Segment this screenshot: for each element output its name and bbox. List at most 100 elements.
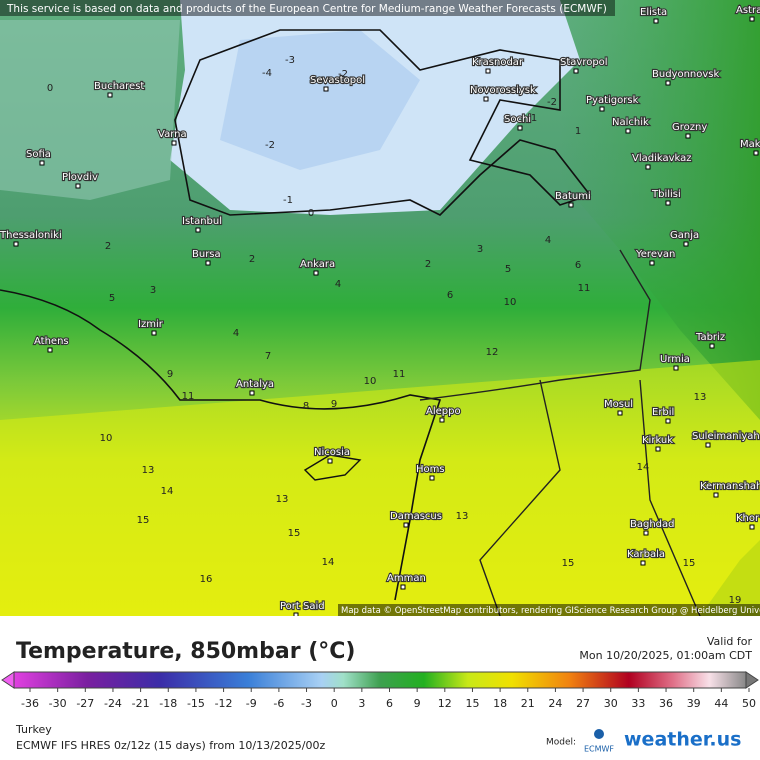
contour-label: 11 <box>578 283 591 294</box>
city-label: Homs <box>416 464 445 475</box>
city-dot <box>649 260 655 266</box>
hot-corner <box>700 540 760 616</box>
city-dot <box>685 133 691 139</box>
colorbar-tick-label: 21 <box>521 697 535 710</box>
city-dot <box>640 560 646 566</box>
city-dot <box>573 68 579 74</box>
city-dot <box>568 202 574 208</box>
contour-label: 13 <box>142 465 155 476</box>
colorbar-tick-label: 33 <box>631 697 645 710</box>
city-label: Aleppo <box>426 406 461 417</box>
city-label: Makhach <box>740 139 760 150</box>
city-dot <box>753 150 759 156</box>
colorbar-min-arrow <box>1 671 15 689</box>
colorbar-tick-label: -27 <box>76 697 94 710</box>
city-dot <box>323 86 329 92</box>
city-dot <box>665 418 671 424</box>
colorbar-tick-label: 30 <box>604 697 618 710</box>
contour-label: 13 <box>276 494 289 505</box>
city-label: Sevastopol <box>310 75 365 86</box>
contour-label: 10 <box>100 433 113 444</box>
contour-label: 14 <box>161 486 174 497</box>
contour-label: 0 <box>308 208 314 219</box>
city-dot <box>645 164 651 170</box>
city-dot <box>429 475 435 481</box>
colorbar <box>13 671 747 689</box>
borders <box>419 249 701 616</box>
colorbar-tick-label: 12 <box>438 697 452 710</box>
contour-label: 2 <box>105 241 111 252</box>
city-label: Kermanshah <box>700 481 760 492</box>
city-dot <box>439 417 445 423</box>
city-label: Bursa <box>192 249 221 260</box>
city-label: Ankara <box>300 259 335 270</box>
city-label: Tbilisi <box>651 189 681 200</box>
black-sea-coast <box>174 29 592 216</box>
colorbar-max-arrow <box>745 671 759 689</box>
colorbar-tick-label: -36 <box>21 697 39 710</box>
colorbar-tick-label: 36 <box>659 697 673 710</box>
city-label: Khor <box>736 513 760 524</box>
contour-label: 15 <box>137 515 150 526</box>
city-label: Ganja <box>670 230 699 241</box>
city-dot <box>39 160 45 166</box>
city-dot <box>483 96 489 102</box>
city-dot <box>195 227 201 233</box>
contour-label: 13 <box>456 511 469 522</box>
contour-label: -2 <box>338 69 348 80</box>
city-label: Izmir <box>138 319 164 330</box>
colorbar-tick-label: 44 <box>714 697 728 710</box>
contour-label: 3 <box>150 285 156 296</box>
contour-label: -2 <box>265 140 275 151</box>
city-label: Grozny <box>672 122 707 133</box>
city-dot <box>151 330 157 336</box>
contour-label: 4 <box>545 235 551 246</box>
city-label: Tabriz <box>695 332 725 343</box>
city-label: Damascus <box>390 511 442 522</box>
contour-label: 13 <box>694 392 707 403</box>
contour-label: 4 <box>335 279 341 290</box>
city-dot <box>673 365 679 371</box>
colorbar-tick-label: 39 <box>687 697 701 710</box>
contour-label: 15 <box>288 528 301 539</box>
map-attribution: Map data © OpenStreetMap contributors, r… <box>341 606 760 616</box>
warm-east <box>560 0 760 420</box>
city-label: Vladikavkaz <box>632 153 692 164</box>
city-dot <box>625 128 631 134</box>
top-banner <box>0 0 615 16</box>
brand: weather.us <box>624 729 741 751</box>
contour-label: -4 <box>262 68 272 79</box>
city-label: Suleimaniyah <box>692 431 760 442</box>
contour-label: 19 <box>729 595 742 606</box>
region: Turkey <box>15 723 52 736</box>
contour-label: 14 <box>637 462 650 473</box>
colorbar-tick-label: -6 <box>273 697 284 710</box>
city-label: Batumi <box>555 191 591 202</box>
contour-label: 2 <box>249 254 255 265</box>
colorbar-tick-label: -24 <box>104 697 122 710</box>
city-dot <box>75 183 81 189</box>
contour-label: 16 <box>200 574 213 585</box>
city-label: Sochi <box>504 114 531 125</box>
contour-label: -3 <box>285 55 295 66</box>
colorbar-tick-label: -21 <box>132 697 150 710</box>
city-dot <box>313 270 319 276</box>
contour-label: 1 <box>531 113 537 124</box>
city-label: Plovdiv <box>62 172 98 183</box>
city-dot <box>749 16 755 22</box>
city-label: Novorossiysk <box>470 85 536 96</box>
contour-label: 8 <box>303 401 309 412</box>
colorbar-tick-label: 6 <box>386 697 393 710</box>
city-dot <box>599 106 605 112</box>
city-label: Elista <box>640 7 667 18</box>
coastline <box>0 289 442 601</box>
city-dot <box>655 446 661 452</box>
city-dot <box>617 410 623 416</box>
city-dot <box>749 524 755 530</box>
colorbar-tick-label: -3 <box>301 697 312 710</box>
city-dot <box>107 92 113 98</box>
city-dot <box>517 125 523 131</box>
city-dot <box>709 343 715 349</box>
city-dot <box>13 241 19 247</box>
